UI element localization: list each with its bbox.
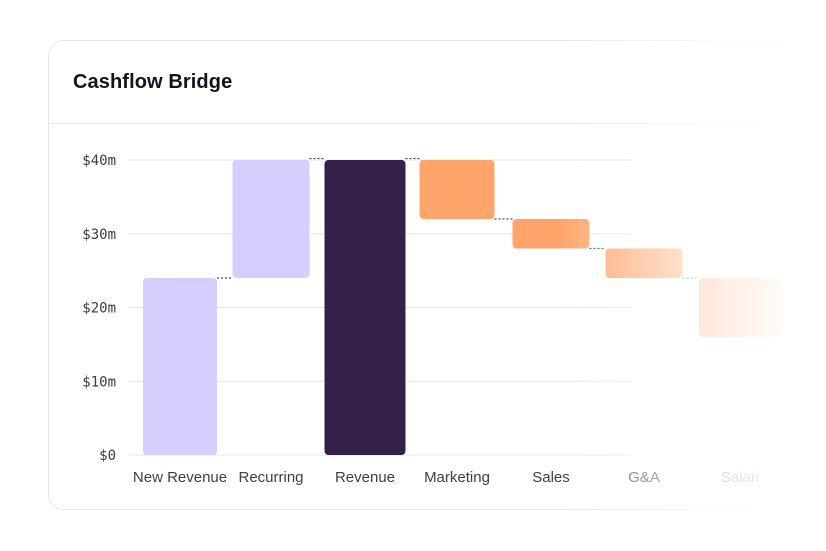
x-category-label: Marketing	[424, 469, 490, 486]
x-category-label: New Revenue	[133, 469, 227, 486]
bar	[512, 219, 590, 249]
y-tick-label: $20m	[82, 301, 116, 317]
bar	[419, 160, 495, 219]
x-category-label: Sales	[532, 469, 570, 486]
x-category-label: G&A	[628, 469, 660, 486]
bar	[143, 278, 217, 455]
y-tick-label: $0	[99, 448, 116, 464]
x-category-label: Revenue	[335, 469, 395, 486]
y-tick-label: $10m	[82, 374, 116, 390]
x-category-label: Recurring	[238, 469, 303, 486]
bar	[605, 248, 683, 278]
y-tick-label: $30m	[82, 227, 116, 243]
bar	[699, 278, 781, 337]
x-category-label: Salari	[721, 469, 759, 486]
bar	[324, 160, 406, 455]
y-tick-label: $40m	[82, 153, 116, 169]
bar	[232, 160, 310, 278]
